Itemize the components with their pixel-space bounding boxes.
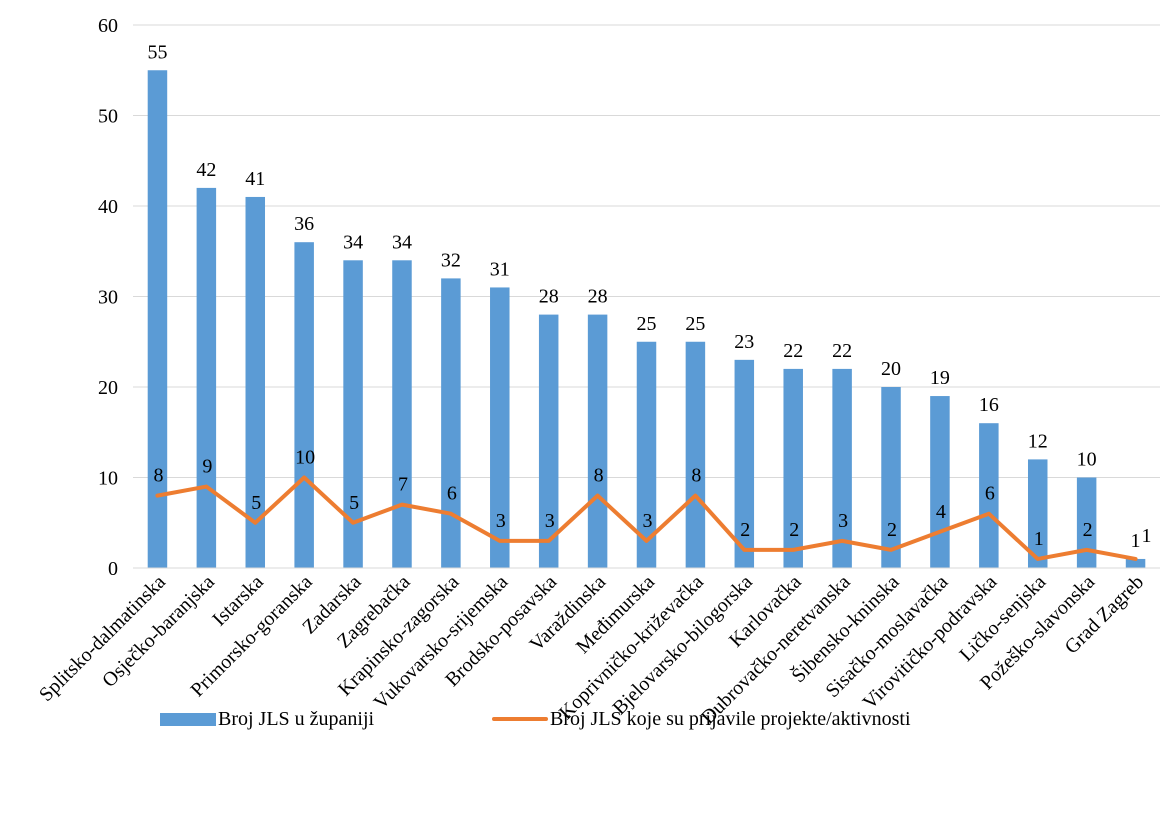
y-tick-label: 0 (108, 558, 118, 580)
bar (881, 387, 901, 568)
line-data-label: 8 (594, 465, 604, 487)
bar (1027, 459, 1048, 568)
line-data-label: 2 (1083, 519, 1093, 541)
bar (636, 341, 657, 568)
line-data-label: 3 (838, 510, 848, 532)
line-data-label: 8 (153, 465, 163, 487)
bar (783, 368, 803, 568)
line-data-label: 5 (349, 492, 359, 514)
line-data-label: 5 (251, 492, 261, 514)
bar-data-label: 32 (441, 249, 461, 271)
bar (538, 314, 559, 568)
bar (147, 70, 168, 568)
bar (196, 187, 217, 568)
bar-data-label: 20 (881, 358, 901, 380)
legend-line-swatch (492, 717, 548, 721)
y-tick-label: 20 (98, 377, 118, 399)
legend-label-bars: Broj JLS u županiji (218, 707, 375, 730)
bar-data-label: 36 (294, 213, 314, 235)
legend-bar-swatch (160, 712, 216, 726)
line-data-label: 10 (295, 447, 315, 469)
bar-data-label: 28 (588, 286, 608, 308)
bar-data-label: 22 (783, 340, 803, 362)
bar (930, 396, 950, 568)
line-data-label: 8 (691, 465, 701, 487)
y-tick-label: 60 (98, 15, 118, 37)
bar-data-label: 34 (343, 231, 363, 253)
bar-data-label: 10 (1077, 449, 1097, 471)
legend-item-bars: Broj JLS u županiji (160, 704, 374, 734)
bar-data-label: 1 (1131, 530, 1141, 552)
line-data-label: 6 (985, 483, 995, 505)
legend-label-line: Broj JLS koje su prijavile projekte/akti… (550, 707, 911, 730)
bar-data-label: 19 (930, 367, 950, 389)
bar-data-label: 16 (979, 394, 999, 416)
bar (734, 359, 755, 568)
y-tick-label: 50 (98, 106, 118, 128)
line-data-labels: 8 9 5 10 5 7 6 3 3 8 3 8 2 2 3 2 4 6 1 2 1 (153, 447, 1151, 550)
line-data-label: 9 (202, 456, 212, 478)
bar (685, 341, 706, 568)
bar (392, 260, 412, 568)
bar-data-label: 42 (196, 159, 216, 181)
bar (343, 260, 363, 568)
bar-data-label: 28 (539, 286, 559, 308)
bar-data-label: 25 (685, 313, 705, 335)
bar-data-label: 23 (734, 331, 754, 353)
line-data-label: 3 (643, 510, 653, 532)
legend: Broj JLS u županiji Broj JLS koje su pri… (0, 704, 1164, 734)
line-data-label: 1 (1142, 525, 1152, 547)
bar (245, 196, 266, 568)
y-tick-label: 30 (98, 287, 118, 309)
line-data-label: 2 (789, 519, 799, 541)
line-data-label: 2 (740, 519, 750, 541)
bar (490, 287, 510, 568)
bar (441, 278, 461, 568)
bar (979, 423, 999, 568)
line-data-label: 3 (545, 510, 555, 532)
bar (832, 368, 852, 568)
line-data-label: 2 (887, 519, 897, 541)
bar-data-label: 25 (637, 313, 657, 335)
bar (1125, 558, 1146, 568)
y-axis-tick-labels: 0 10 20 30 40 50 60 (98, 15, 118, 580)
bar-series (147, 70, 1146, 568)
line-data-label: 6 (447, 483, 457, 505)
bar-data-label: 55 (147, 41, 167, 63)
line-data-label: 7 (398, 474, 408, 496)
bar-data-label: 34 (392, 231, 412, 253)
line-data-label: 3 (496, 510, 506, 532)
bar (587, 314, 608, 568)
bar (1076, 477, 1097, 568)
line-data-label: 4 (936, 501, 946, 523)
line-data-label: 1 (1034, 528, 1044, 550)
bar-data-label: 41 (245, 168, 265, 190)
y-tick-label: 40 (98, 196, 118, 218)
line-series (155, 475, 1138, 561)
legend-item-line: Broj JLS koje su prijavile projekte/akti… (492, 704, 911, 734)
bar-data-label: 31 (490, 258, 510, 280)
bar (294, 242, 314, 568)
y-tick-label: 10 (98, 468, 118, 490)
bar-data-label: 22 (832, 340, 852, 362)
bar-data-label: 12 (1028, 430, 1048, 452)
